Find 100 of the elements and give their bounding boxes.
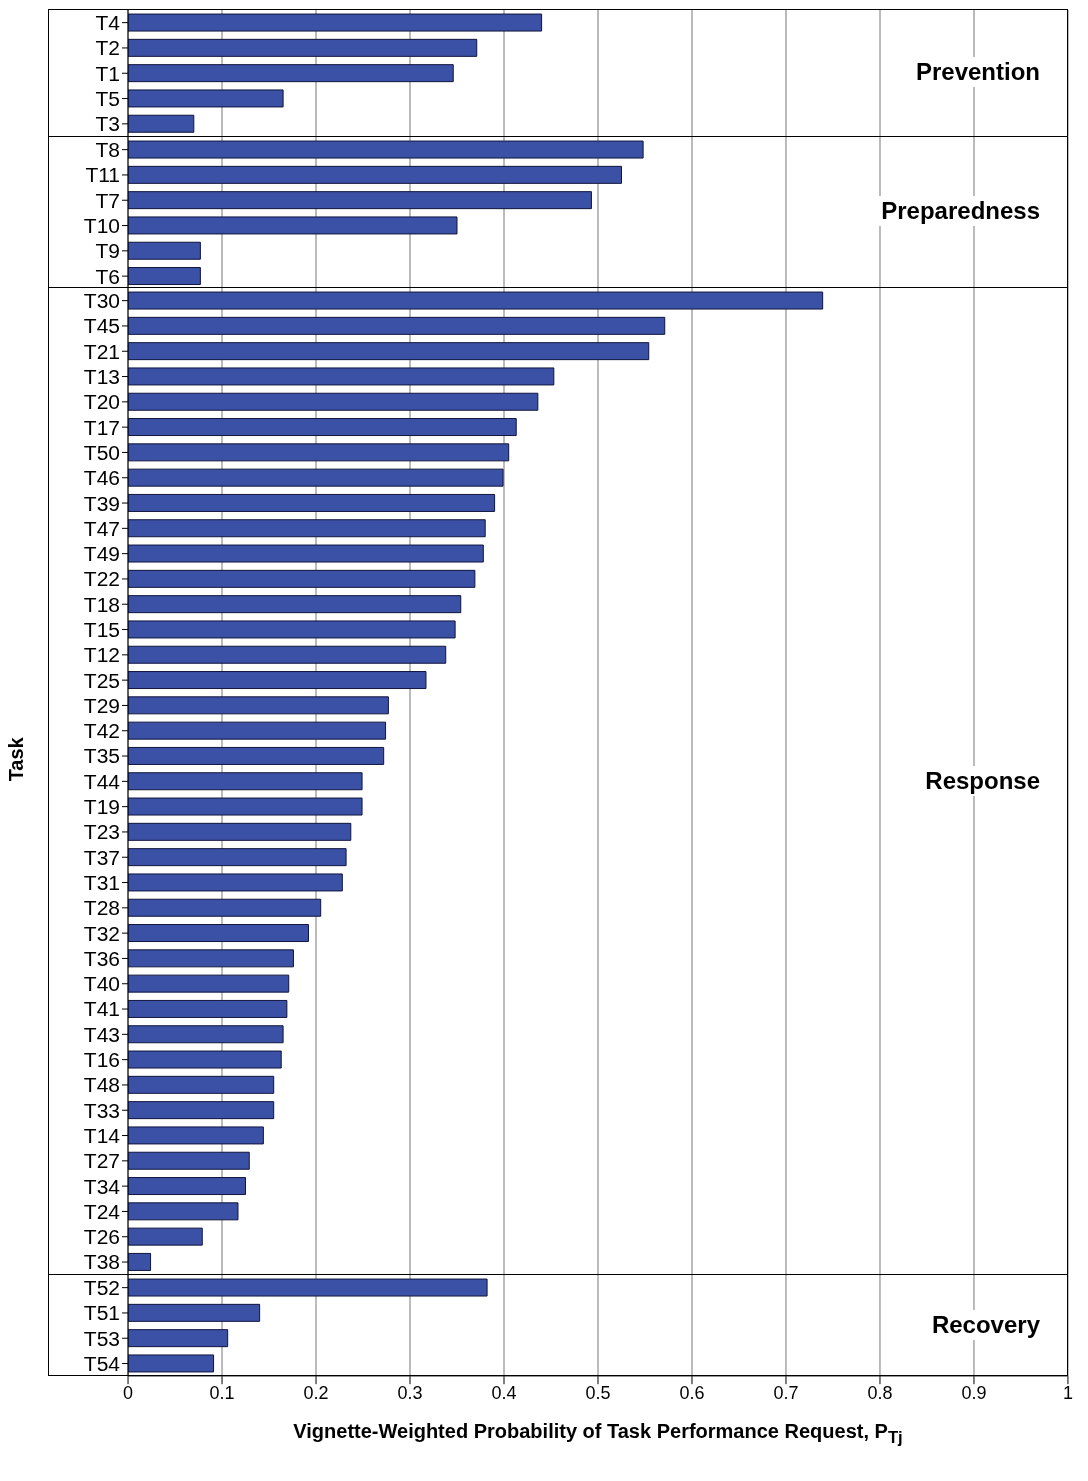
bar xyxy=(128,747,385,766)
bar xyxy=(128,595,462,614)
x-tick-label: 1 xyxy=(1062,1382,1073,1403)
bar xyxy=(128,1354,215,1373)
bar xyxy=(128,570,476,589)
y-tick-label: T17 xyxy=(83,415,121,439)
bar xyxy=(128,89,284,108)
bar xyxy=(128,64,454,83)
y-tick-label: T41 xyxy=(83,997,121,1021)
y-tick-label: T16 xyxy=(83,1048,121,1072)
bar xyxy=(128,1000,288,1019)
y-tick-label: T1 xyxy=(95,61,120,85)
y-tick-label: T30 xyxy=(83,289,121,313)
bar xyxy=(128,646,447,665)
annotation: Response xyxy=(923,765,1042,796)
bar xyxy=(128,1152,250,1171)
bar xyxy=(128,519,486,538)
bar xyxy=(128,317,666,336)
y-tick-label: T27 xyxy=(83,1149,121,1173)
bar xyxy=(128,1227,203,1246)
y-tick-label: T18 xyxy=(83,593,121,616)
y-tick-label: T22 xyxy=(83,567,121,591)
x-tick-label: 0.7 xyxy=(773,1382,799,1403)
y-tick-label: T11 xyxy=(85,162,121,186)
y-tick-label: T21 xyxy=(83,340,121,363)
bar xyxy=(128,823,352,842)
y-tick-label: T5 xyxy=(95,87,120,111)
bar xyxy=(128,1253,152,1272)
bar xyxy=(128,544,484,563)
y-tick-label: T38 xyxy=(83,1250,121,1274)
bar xyxy=(128,620,456,639)
annotation: Recovery xyxy=(929,1309,1042,1340)
bar xyxy=(128,418,517,437)
y-tick-label: T44 xyxy=(83,770,121,794)
y-tick-label: T46 xyxy=(83,466,121,490)
x-tick-label: 0.9 xyxy=(961,1382,987,1403)
y-tick-label: T13 xyxy=(83,365,121,389)
bar xyxy=(128,114,195,133)
y-axis-title: Task xyxy=(5,736,28,782)
bar xyxy=(128,342,650,361)
x-tick-label: 0.8 xyxy=(867,1382,893,1403)
bar xyxy=(128,873,343,892)
y-tick-label: T24 xyxy=(83,1200,121,1224)
y-tick-label: T25 xyxy=(83,668,121,692)
bar xyxy=(128,393,539,412)
y-tick-label: T45 xyxy=(83,314,121,338)
bar xyxy=(128,1303,261,1322)
bar xyxy=(128,1076,275,1095)
bar xyxy=(128,1101,275,1120)
bar xyxy=(128,468,504,487)
bar xyxy=(128,494,496,513)
y-tick-label: T15 xyxy=(83,618,121,642)
bar xyxy=(128,1025,284,1044)
y-tick-label: T23 xyxy=(83,820,121,844)
bar xyxy=(128,140,644,159)
y-tick-label: T40 xyxy=(83,972,121,996)
y-tick-label: T48 xyxy=(83,1073,121,1097)
y-tick-label: T53 xyxy=(83,1326,121,1350)
bar xyxy=(128,1126,264,1145)
y-tick-label: T42 xyxy=(83,719,121,743)
bar xyxy=(128,696,389,715)
y-tick-label: T29 xyxy=(83,694,121,718)
y-tick-label: T20 xyxy=(83,390,121,414)
y-tick-label: T33 xyxy=(83,1098,121,1122)
y-tick-label: T28 xyxy=(83,896,121,920)
y-tick-label: T32 xyxy=(83,921,121,945)
bar xyxy=(128,899,322,918)
y-tick-label: T31 xyxy=(83,871,121,895)
y-tick-label: T10 xyxy=(83,213,121,237)
bar xyxy=(128,1050,282,1069)
y-tick-label: T9 xyxy=(95,238,121,262)
y-tick-label: T39 xyxy=(83,491,121,515)
y-tick-label: T49 xyxy=(83,542,121,566)
x-tick-label: 0.1 xyxy=(209,1382,235,1403)
x-tick-label: 0 xyxy=(123,1382,134,1403)
bar xyxy=(128,1202,239,1221)
bar xyxy=(128,949,294,968)
bar xyxy=(128,190,592,209)
y-tick-label: T4 xyxy=(95,11,121,35)
y-tick-label: T2 xyxy=(95,36,120,60)
y-tick-label: T50 xyxy=(83,441,121,465)
bar xyxy=(128,241,201,260)
bar xyxy=(128,721,387,740)
bar xyxy=(128,443,510,462)
y-tick-label: T3 xyxy=(95,112,120,136)
y-tick-label: T52 xyxy=(83,1276,121,1300)
bar xyxy=(128,38,478,57)
bar xyxy=(128,367,555,386)
bar xyxy=(128,1278,488,1297)
y-tick-label: T26 xyxy=(83,1225,121,1249)
y-tick-label: T6 xyxy=(95,264,121,288)
y-tick-label: T37 xyxy=(83,845,121,869)
bar xyxy=(128,215,458,234)
annotation: Preparedness xyxy=(879,196,1042,227)
bar xyxy=(128,671,427,690)
y-tick-label: T14 xyxy=(83,1124,121,1148)
y-tick-label: T8 xyxy=(95,137,121,161)
bar xyxy=(128,924,309,943)
bar xyxy=(128,291,824,310)
bar xyxy=(128,1329,229,1348)
